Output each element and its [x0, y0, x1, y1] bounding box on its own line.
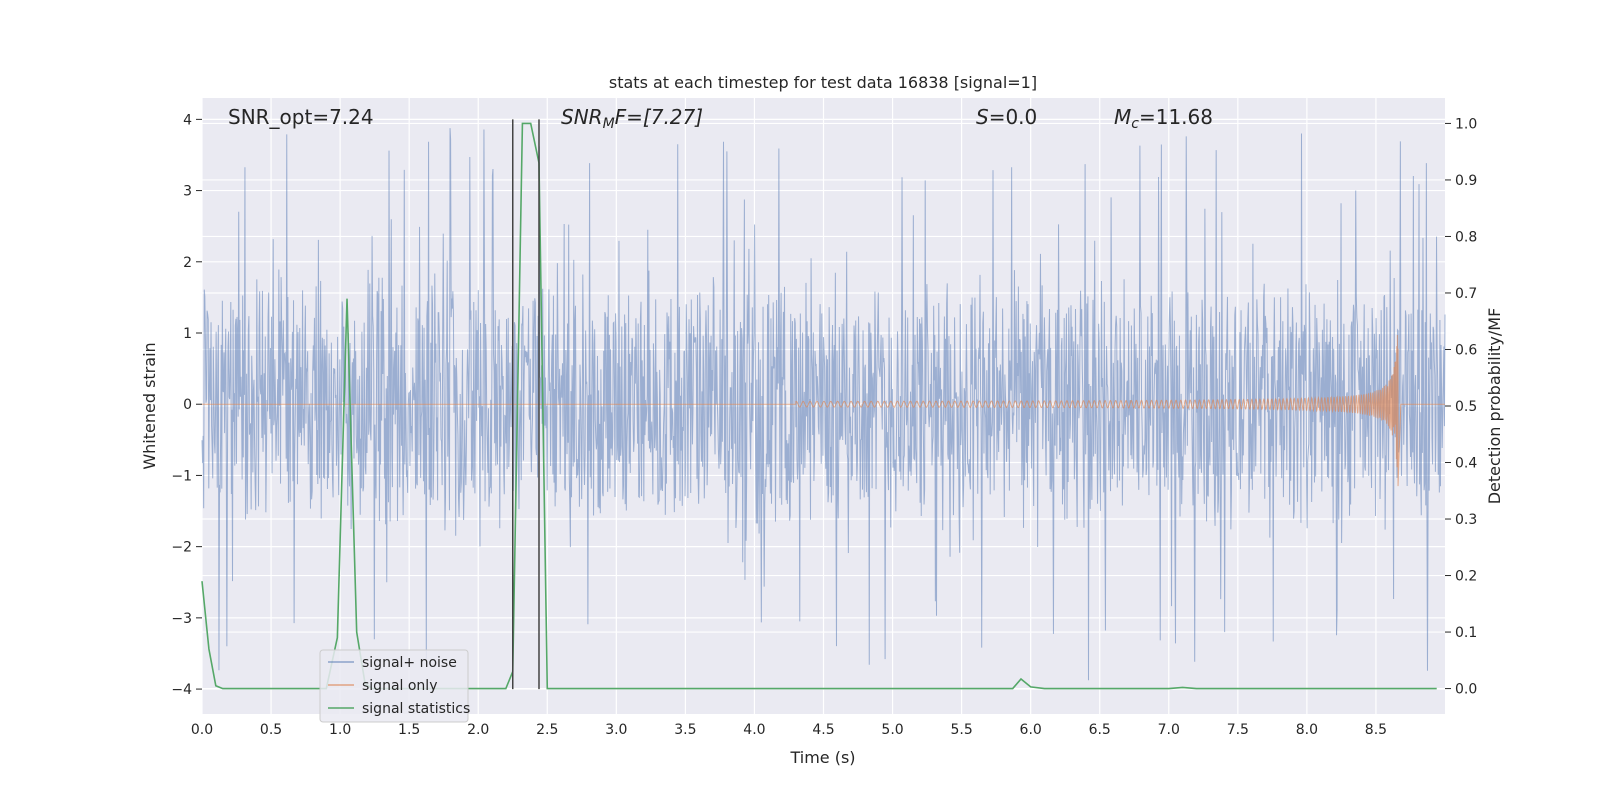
legend-label-signal-noise: signal+ noise [362, 655, 457, 671]
x-tick-label: 5.5 [950, 722, 972, 738]
y-right-tick-label: 0.5 [1455, 399, 1477, 415]
chart-title: stats at each timestep for test data 168… [609, 73, 1037, 92]
x-tick-label: 8.5 [1365, 722, 1387, 738]
x-tick-label: 8.0 [1296, 722, 1318, 738]
x-tick-label: 3.5 [674, 722, 696, 738]
y-right-tick-label: 0.4 [1455, 456, 1477, 472]
y-left-tick-label: −3 [171, 611, 192, 627]
x-tick-label: 0.5 [260, 722, 282, 738]
x-axis-label: Time (s) [789, 748, 855, 767]
annotation-snr-opt: SNR_opt=7.24 [228, 105, 374, 129]
legend: signal+ noise signal only signal statist… [319, 649, 470, 723]
x-tick-label: 4.0 [743, 722, 765, 738]
y-left-tick-label: 0 [183, 397, 192, 413]
y-left-tick-label: 4 [183, 112, 192, 128]
legend-label-signal-statistics: signal statistics [362, 701, 470, 717]
annotation-s: S=0.0 [976, 105, 1037, 129]
x-tick-label: 7.5 [1227, 722, 1249, 738]
y-left-axis-label: Whitened strain [140, 342, 159, 469]
y-right-tick-label: 0.8 [1455, 229, 1477, 245]
x-tick-label: 0.0 [191, 722, 213, 738]
x-tick-label: 1.0 [329, 722, 351, 738]
y-right-axis-label: Detection probability/MF [1485, 308, 1504, 505]
y-right-tick-label: 0.0 [1455, 682, 1477, 698]
annotation-snr-mf: SNRMF=[7.27] [561, 105, 703, 132]
y-left-tick-label: 3 [183, 184, 192, 200]
x-tick-label: 7.0 [1158, 722, 1180, 738]
x-tick-label: 2.0 [467, 722, 489, 738]
y-right-tick-label: 1.0 [1455, 116, 1477, 132]
legend-label-signal-only: signal only [362, 678, 437, 694]
y-left-tick-label: 2 [183, 255, 192, 271]
y-right-tick-label: 0.9 [1455, 173, 1477, 189]
series-signal-noise-line [201, 128, 1446, 681]
y-right-tick-label: 0.2 [1455, 569, 1477, 585]
y-left-tick-label: 1 [183, 326, 192, 342]
annotation-mc: Mc=11.68 [1114, 105, 1213, 132]
series-layer [201, 122, 1446, 690]
x-tick-label: 3.0 [605, 722, 627, 738]
x-tick-label: 2.5 [536, 722, 558, 738]
series-signal-statistics-line [201, 122, 1437, 690]
y-left-tick-label: −1 [171, 468, 192, 484]
x-tick-label: 6.0 [1020, 722, 1042, 738]
legend-frame [319, 649, 469, 723]
x-tick-label: 5.0 [881, 722, 903, 738]
y-right-tick-label: 0.3 [1455, 512, 1477, 528]
x-axis-ticks: 0.0 0.5 1.0 1.5 2.0 2.5 3.0 3.5 4.0 4.5 5.0 5.5 6.0 6… [191, 722, 1387, 738]
series-signal-only-line [202, 334, 1445, 487]
x-tick-label: 6.5 [1089, 722, 1111, 738]
y-left-axis-ticks: 4 3 2 1 0 −1 −2 −3 −4 [171, 112, 202, 698]
y-right-axis-ticks: 1.0 0.9 0.8 0.7 0.6 0.5 0.4 0.3 0.2 0.1 0.0 [1445, 116, 1477, 698]
y-left-tick-label: −4 [171, 682, 192, 698]
y-left-tick-label: −2 [171, 540, 192, 556]
vertical-markers [512, 119, 540, 690]
y-right-tick-label: 0.1 [1455, 625, 1477, 641]
y-right-tick-label: 0.6 [1455, 342, 1477, 358]
x-tick-label: 1.5 [398, 722, 420, 738]
y-right-tick-label: 0.7 [1455, 286, 1477, 302]
x-tick-label: 4.5 [812, 722, 834, 738]
